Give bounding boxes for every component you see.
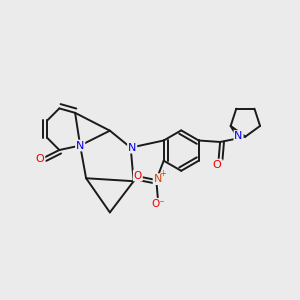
Text: N: N [128, 142, 136, 153]
Text: N: N [234, 131, 243, 141]
Text: O: O [213, 160, 221, 170]
Text: N: N [76, 140, 84, 151]
Text: +: + [159, 169, 166, 178]
Text: O: O [134, 171, 142, 181]
Text: O: O [36, 154, 44, 164]
Text: N: N [154, 174, 162, 184]
Text: O⁻: O⁻ [152, 199, 166, 209]
